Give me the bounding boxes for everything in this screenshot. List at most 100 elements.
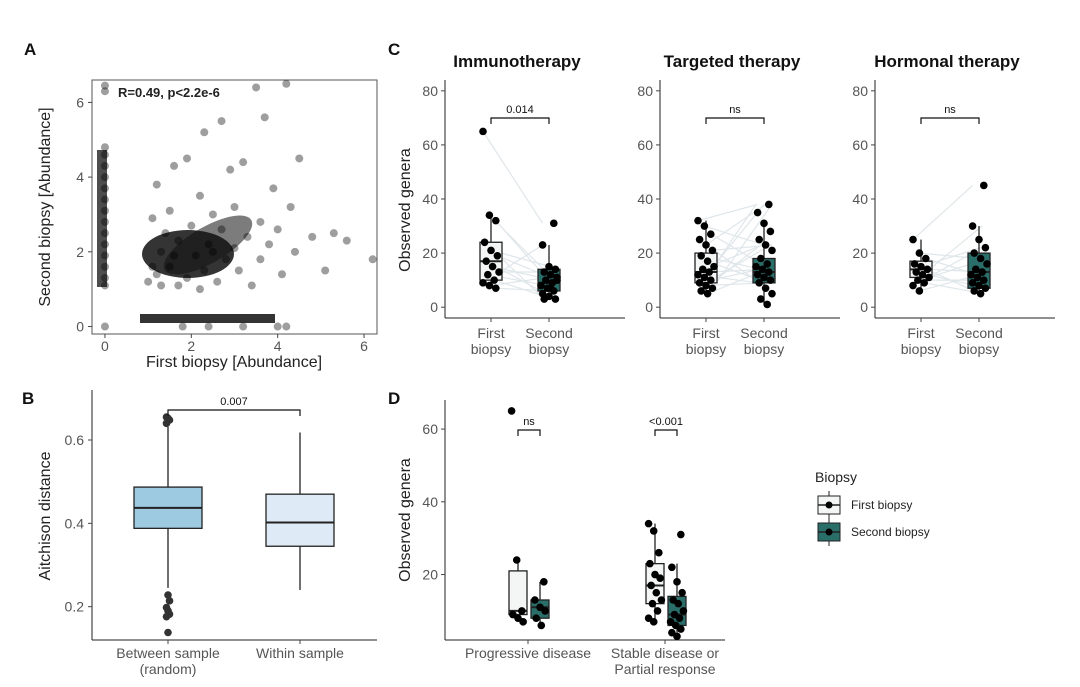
panel-c-ytick-label: 40 bbox=[852, 191, 868, 207]
legend-first-dot bbox=[825, 501, 833, 509]
panel-c-point-first bbox=[479, 279, 487, 287]
panel-a-cloud-spread bbox=[163, 215, 253, 275]
panel-b-xtick-label: Between sample (random) bbox=[116, 645, 220, 677]
scatter-point bbox=[183, 154, 191, 163]
panel-c-xtick-label-line: biopsy bbox=[471, 341, 511, 357]
panel-c-point-first bbox=[493, 251, 502, 260]
panel-c-xtick-label-line: Second bbox=[740, 325, 787, 341]
scatter-point bbox=[252, 83, 261, 92]
panel-c-ytick-label: 20 bbox=[422, 245, 438, 261]
panel-d-point-first bbox=[649, 527, 658, 535]
panel-c-point-first bbox=[702, 241, 710, 249]
scatter-point bbox=[230, 244, 239, 253]
panel-b-ytick-label: 0.4 bbox=[65, 515, 85, 531]
panel-d-point-first bbox=[646, 559, 654, 568]
scatter-point bbox=[213, 277, 222, 286]
scatter-point bbox=[329, 229, 338, 238]
panel-c-point-second bbox=[550, 219, 558, 228]
panel-c-point-second bbox=[760, 273, 768, 282]
scatter-point bbox=[239, 322, 248, 331]
panel-d-point-first bbox=[655, 548, 663, 557]
panel-a-xtick-label: 2 bbox=[187, 338, 195, 354]
panel-c-point-first bbox=[697, 251, 705, 260]
scatter-point bbox=[170, 251, 179, 260]
scatter-point bbox=[273, 225, 282, 234]
panel-c-xtick-label: First biopsy bbox=[901, 325, 941, 357]
panel-d-xtick-label: Progressive disease bbox=[465, 645, 591, 661]
panel-c-point-second bbox=[753, 270, 762, 279]
panel-c-point-first bbox=[695, 235, 704, 244]
panel-c-point-first bbox=[488, 262, 497, 271]
panel-c-xtick-label: First biopsy bbox=[471, 325, 511, 357]
panel-c-point-second bbox=[976, 289, 985, 298]
panel-c-ytick-label: 40 bbox=[637, 191, 653, 207]
panel-c-point-first bbox=[480, 238, 489, 247]
panel-c-point-first bbox=[485, 281, 494, 290]
scatter-point bbox=[148, 214, 157, 223]
panel-c-point-second bbox=[970, 287, 978, 295]
panel-a-scatter: R=0.49, p<2.2e-6 First biopsy [Abundance… bbox=[37, 79, 378, 371]
panel-d-point-second bbox=[678, 588, 686, 597]
panel-c-point-first bbox=[917, 262, 925, 271]
panel-d-point-second bbox=[677, 530, 685, 539]
panel-d-group-0-bracket bbox=[517, 429, 541, 436]
panel-c-point-first bbox=[925, 273, 933, 282]
panel-c-point-second bbox=[975, 235, 983, 244]
panel-a-ytick-label: 2 bbox=[76, 244, 84, 260]
scatter-point bbox=[152, 180, 161, 189]
panel-c-xtick-label: First biopsy bbox=[686, 325, 726, 357]
panel-c-facet-0-bracket bbox=[490, 117, 550, 124]
panel-c-ytick-label: 60 bbox=[852, 137, 868, 153]
panel-c-point-second bbox=[978, 268, 986, 276]
panel-c-point-first bbox=[923, 265, 932, 274]
panel-c-point-second bbox=[537, 281, 545, 290]
panel-d-ylabel: Observed genera bbox=[397, 458, 414, 582]
panel-c-point-first bbox=[914, 276, 922, 284]
panel-d-point-first bbox=[648, 599, 657, 608]
panel-c-point-first bbox=[700, 222, 709, 230]
panel-c-ylabel: Observed genera bbox=[397, 148, 414, 272]
panel-c-ytick-label: 0 bbox=[645, 299, 653, 315]
panel-c-point-second bbox=[545, 262, 553, 271]
panel-b-ylabel: Aitchison distance bbox=[37, 451, 54, 580]
panel-c-xtick-label-line: First bbox=[907, 325, 934, 341]
panel-a-zero-row bbox=[140, 314, 275, 323]
panel-d-xtick-label-line: Stable disease or bbox=[611, 645, 720, 661]
panel-c-point-second bbox=[975, 281, 983, 290]
panel-c-point-first bbox=[492, 216, 500, 225]
scatter-point bbox=[217, 225, 226, 234]
panel-c-point-first bbox=[922, 254, 930, 263]
panel-b-ytick-label: 0.6 bbox=[65, 432, 85, 448]
panel-c-pair-line bbox=[912, 185, 974, 241]
panel-c-point-first bbox=[912, 268, 920, 276]
panel-c-point-first bbox=[707, 230, 715, 238]
panel-c-point-second bbox=[968, 222, 977, 230]
panel-d-group-1-bracket bbox=[654, 429, 678, 436]
scatter-point bbox=[342, 236, 351, 245]
panel-d-point-second bbox=[677, 625, 685, 633]
panel-b-bracket bbox=[167, 409, 301, 416]
scatter-point bbox=[161, 229, 170, 238]
panel-c-point-second bbox=[542, 276, 550, 284]
panel-c-facets: Observed genera Immunotherapy 0 20 40 60 80 Fi… bbox=[397, 52, 1055, 357]
scatter-point bbox=[183, 273, 191, 282]
panel-c-point-first bbox=[915, 249, 924, 257]
panel-d-point-second bbox=[540, 578, 548, 586]
scatter-point bbox=[308, 232, 317, 241]
scatter-point bbox=[221, 255, 230, 264]
panel-a-frame bbox=[91, 79, 378, 335]
panel-d-group-1-bracket-label: <0.001 bbox=[649, 416, 683, 428]
panel-c-point-second bbox=[758, 265, 767, 274]
scatter-point bbox=[174, 281, 183, 290]
panel-c-ytick-label: 0 bbox=[430, 299, 438, 315]
scatter-point bbox=[165, 206, 174, 215]
scatter-point bbox=[226, 165, 235, 174]
scatter-point bbox=[100, 240, 109, 249]
scatter-point bbox=[234, 266, 243, 275]
scatter-point bbox=[100, 195, 109, 204]
scatter-point bbox=[100, 281, 109, 290]
scatter-point bbox=[148, 262, 157, 271]
